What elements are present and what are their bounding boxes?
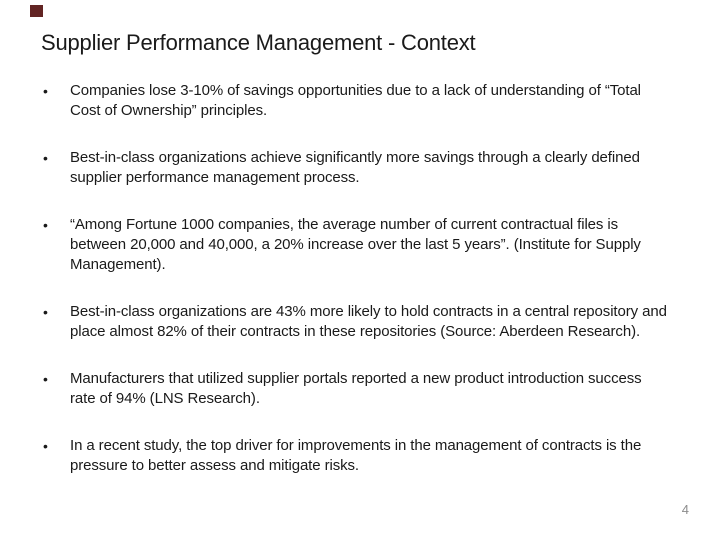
bullet-text: Best-in-class organizations are 43% more… [70, 303, 667, 340]
bullet-marker: • [43, 150, 48, 166]
bullet-marker: • [43, 438, 48, 454]
bullet-list: • Companies lose 3-10% of savings opport… [43, 81, 668, 503]
bullet-marker: • [43, 217, 48, 233]
bullet-item: • In a recent study, the top driver for … [43, 436, 668, 476]
page-number: 4 [681, 502, 689, 517]
bullet-item: • Best-in-class organizations achieve si… [43, 148, 668, 188]
bullet-text: Manufacturers that utilized supplier por… [70, 370, 642, 407]
bullet-text: Companies lose 3-10% of savings opportun… [70, 82, 641, 119]
bullet-item: • Companies lose 3-10% of savings opport… [43, 81, 668, 121]
slide-title: Supplier Performance Management - Contex… [41, 30, 476, 55]
bullet-marker: • [43, 304, 48, 320]
bullet-item: • “Among Fortune 1000 companies, the ave… [43, 215, 668, 275]
bullet-item: • Best-in-class organizations are 43% mo… [43, 302, 668, 342]
bullet-marker: • [43, 371, 48, 387]
bullet-text: Best-in-class organizations achieve sign… [70, 149, 640, 186]
bullet-marker: • [43, 83, 48, 99]
accent-rectangle [30, 5, 43, 17]
bullet-text: “Among Fortune 1000 companies, the avera… [70, 216, 641, 273]
bullet-text: In a recent study, the top driver for im… [70, 437, 642, 474]
bullet-item: • Manufacturers that utilized supplier p… [43, 369, 668, 409]
